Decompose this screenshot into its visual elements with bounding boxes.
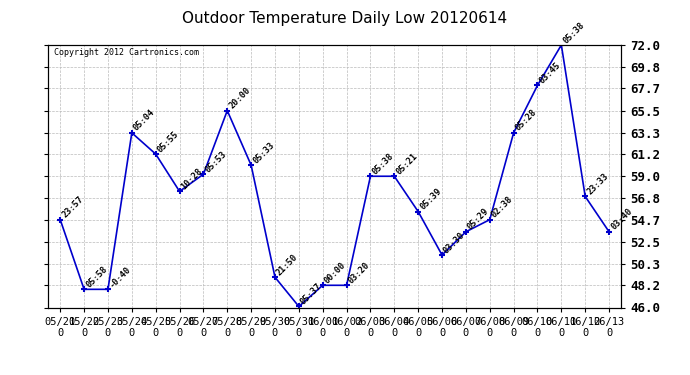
Text: 03:40: 03:40: [609, 207, 634, 232]
Text: 05:28: 05:28: [513, 108, 538, 133]
Text: 05:21: 05:21: [394, 152, 420, 176]
Text: 05:29: 05:29: [466, 207, 491, 232]
Text: 21:50: 21:50: [275, 252, 300, 277]
Text: 05:39: 05:39: [418, 187, 443, 211]
Text: 05:04: 05:04: [132, 108, 157, 133]
Text: -0:40: -0:40: [108, 264, 133, 290]
Text: 00:00: 00:00: [323, 260, 348, 285]
Text: 23:33: 23:33: [585, 171, 610, 196]
Text: 20:00: 20:00: [227, 86, 252, 111]
Text: 02:38: 02:38: [490, 195, 515, 220]
Text: 05:37: 05:37: [299, 282, 324, 306]
Text: 03:20: 03:20: [346, 260, 371, 285]
Text: 05:38: 05:38: [562, 20, 586, 45]
Text: 10:28: 10:28: [179, 166, 204, 191]
Text: 05:33: 05:33: [251, 140, 276, 165]
Text: 23:57: 23:57: [60, 195, 85, 220]
Text: Copyright 2012 Cartronics.com: Copyright 2012 Cartronics.com: [54, 48, 199, 57]
Text: 05:55: 05:55: [156, 129, 181, 154]
Text: 05:53: 05:53: [204, 149, 228, 174]
Text: Outdoor Temperature Daily Low 20120614: Outdoor Temperature Daily Low 20120614: [182, 11, 508, 26]
Text: 03:30: 03:30: [442, 230, 467, 255]
Text: 03:45: 03:45: [538, 60, 562, 86]
Text: 05:58: 05:58: [84, 264, 109, 290]
Text: 05:38: 05:38: [371, 152, 395, 176]
